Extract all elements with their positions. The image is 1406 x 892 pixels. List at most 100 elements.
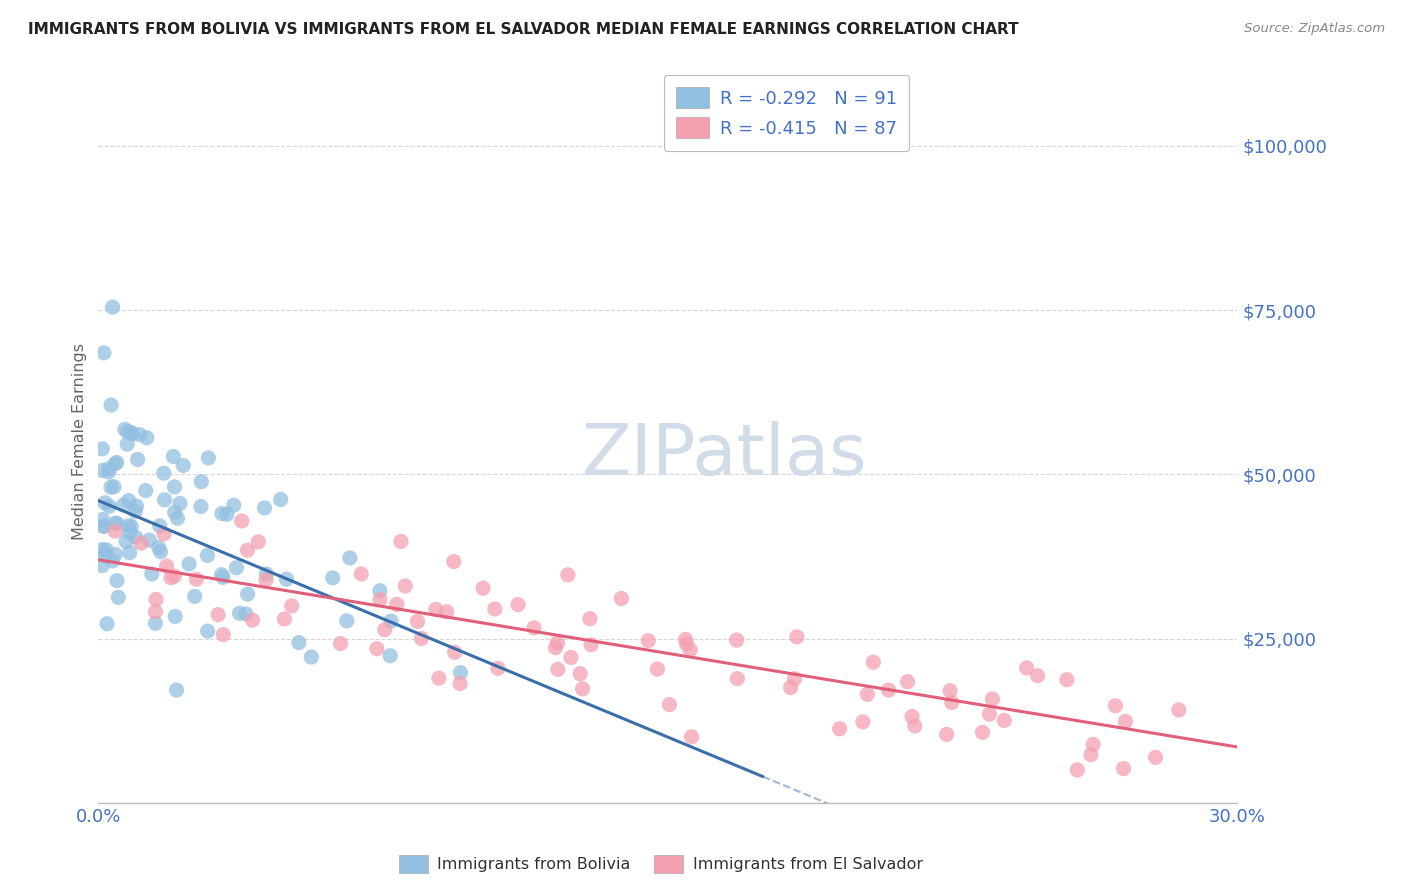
- Text: ZIPatlas: ZIPatlas: [582, 422, 868, 491]
- Point: [569, 666, 592, 681]
- Point: [197, 624, 219, 639]
- Point: [322, 571, 344, 585]
- Point: [675, 632, 697, 647]
- Point: [1056, 673, 1078, 687]
- Point: [273, 612, 295, 626]
- Point: [207, 607, 229, 622]
- Point: [557, 567, 579, 582]
- Point: [166, 683, 188, 698]
- Point: [411, 632, 433, 646]
- Point: [98, 500, 121, 514]
- Point: [242, 613, 264, 627]
- Point: [163, 505, 186, 519]
- Point: [901, 709, 924, 723]
- Point: [94, 549, 117, 563]
- Point: [427, 671, 450, 685]
- Point: [579, 638, 602, 652]
- Point: [155, 559, 177, 574]
- Point: [1104, 698, 1126, 713]
- Point: [852, 714, 875, 729]
- Text: IMMIGRANTS FROM BOLIVIA VS IMMIGRANTS FROM EL SALVADOR MEDIAN FEMALE EARNINGS CO: IMMIGRANTS FROM BOLIVIA VS IMMIGRANTS FR…: [28, 22, 1019, 37]
- Point: [127, 452, 149, 467]
- Point: [96, 542, 118, 557]
- Point: [385, 598, 408, 612]
- Point: [135, 431, 157, 445]
- Point: [148, 541, 170, 555]
- Point: [235, 607, 257, 621]
- Point: [104, 457, 127, 471]
- Point: [1114, 714, 1136, 729]
- Point: [675, 637, 697, 651]
- Point: [1015, 661, 1038, 675]
- Point: [115, 437, 138, 451]
- Point: [138, 533, 160, 547]
- Point: [97, 465, 120, 479]
- Point: [1080, 747, 1102, 762]
- Point: [91, 512, 114, 526]
- Point: [165, 609, 187, 624]
- Point: [91, 442, 114, 456]
- Point: [93, 519, 115, 533]
- Point: [276, 572, 298, 586]
- Point: [91, 558, 114, 573]
- Point: [128, 427, 150, 442]
- Point: [118, 545, 141, 559]
- Point: [449, 676, 471, 690]
- Point: [339, 551, 361, 566]
- Point: [91, 463, 114, 477]
- Point: [215, 507, 238, 521]
- Point: [571, 681, 593, 696]
- Point: [329, 636, 352, 650]
- Point: [105, 456, 128, 470]
- Point: [786, 630, 808, 644]
- Point: [1026, 669, 1049, 683]
- Point: [299, 650, 322, 665]
- Point: [856, 687, 879, 701]
- Point: [236, 587, 259, 601]
- Point: [406, 615, 429, 629]
- Point: [190, 475, 212, 489]
- Point: [166, 511, 188, 525]
- Point: [179, 557, 201, 571]
- Point: [107, 591, 129, 605]
- Point: [114, 422, 136, 436]
- Point: [783, 672, 806, 686]
- Point: [560, 650, 582, 665]
- Point: [112, 498, 135, 512]
- Point: [425, 602, 447, 616]
- Point: [169, 496, 191, 510]
- Point: [129, 536, 152, 550]
- Point: [828, 722, 851, 736]
- Point: [145, 605, 167, 619]
- Point: [231, 514, 253, 528]
- Point: [270, 492, 292, 507]
- Point: [1112, 762, 1135, 776]
- Point: [979, 707, 1001, 722]
- Point: [981, 692, 1004, 706]
- Point: [378, 648, 401, 663]
- Point: [486, 661, 509, 675]
- Point: [103, 480, 125, 494]
- Point: [436, 605, 458, 619]
- Point: [145, 616, 167, 631]
- Point: [101, 554, 124, 568]
- Point: [162, 450, 184, 464]
- Point: [449, 665, 471, 680]
- Point: [637, 633, 659, 648]
- Point: [149, 519, 172, 533]
- Point: [118, 525, 141, 540]
- Point: [941, 696, 963, 710]
- Point: [389, 534, 412, 549]
- Point: [190, 500, 212, 514]
- Point: [120, 519, 142, 533]
- Point: [96, 616, 118, 631]
- Point: [681, 730, 703, 744]
- Point: [135, 483, 157, 498]
- Point: [118, 493, 141, 508]
- Point: [101, 300, 124, 314]
- Point: [104, 524, 127, 538]
- Point: [484, 602, 506, 616]
- Point: [546, 636, 568, 650]
- Point: [172, 458, 194, 473]
- Point: [366, 641, 388, 656]
